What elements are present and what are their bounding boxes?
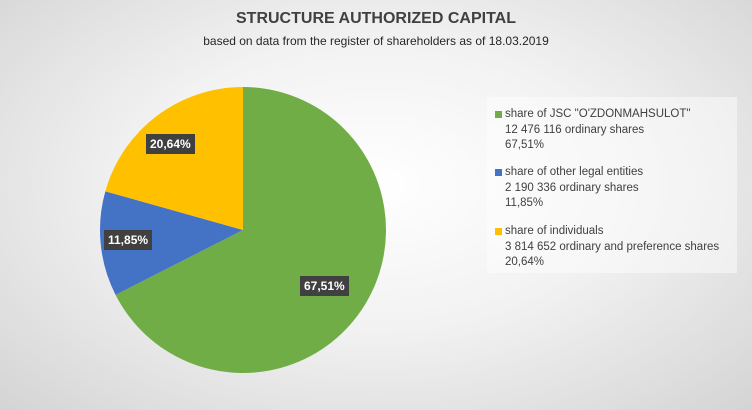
legend-item-legal-entities: share of other legal entities 2 190 336 …	[495, 165, 643, 212]
pie-slice-legal-entities	[100, 191, 243, 295]
chart-title: STRUCTURE AUTHORIZED CAPITAL	[236, 10, 516, 27]
legend-percent: 11,85%	[505, 197, 544, 209]
data-label-legal-entities: 11,85%	[104, 230, 153, 250]
legend-detail: 12 476 116 ordinary shares	[505, 123, 645, 136]
legend-detail: 2 190 336 ordinary shares	[505, 181, 639, 194]
data-label-jsc: 67,51%	[300, 276, 349, 296]
legend-name: share of individuals	[505, 225, 604, 237]
legend-name: share of JSC "O'ZDONMAHSULOT"	[505, 108, 691, 120]
chart-subtitle: based on data from the register of share…	[203, 34, 549, 48]
legend-item-individuals: share of individuals 3 814 652 ordinary …	[495, 224, 719, 271]
pie-slice-jsc	[115, 87, 387, 374]
legend-name: share of other legal entities	[505, 166, 644, 178]
legend-swatch	[495, 111, 502, 118]
legend-percent: 67,51%	[505, 139, 545, 151]
legend-percent: 20,64%	[505, 256, 545, 268]
legend: share of JSC "O'ZDONMAHSULOT" 12 476 116…	[487, 97, 737, 273]
legend-swatch	[495, 228, 502, 235]
data-label-individuals: 20,64%	[146, 134, 195, 154]
pie-slice-individuals	[105, 87, 243, 230]
legend-item-jsc: share of JSC "O'ZDONMAHSULOT" 12 476 116…	[495, 107, 690, 154]
legend-swatch	[495, 169, 502, 176]
legend-detail: 3 814 652 ordinary and preference shares	[505, 240, 720, 253]
